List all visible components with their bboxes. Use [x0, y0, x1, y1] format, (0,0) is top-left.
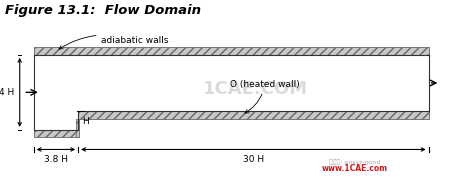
- Text: www.1CAE.com: www.1CAE.com: [322, 164, 388, 173]
- Bar: [78, 111, 429, 119]
- Bar: [76, 119, 79, 137]
- Text: H: H: [82, 117, 88, 126]
- Bar: [34, 130, 78, 137]
- Text: adiabatic walls: adiabatic walls: [59, 35, 169, 49]
- Text: 3.8 H: 3.8 H: [44, 155, 68, 164]
- Text: 公众号: ansys-good: 公众号: ansys-good: [329, 160, 381, 165]
- Text: Ȯ (heated wall): Ȯ (heated wall): [230, 80, 300, 113]
- Text: 1CAE.COM: 1CAE.COM: [203, 80, 308, 98]
- Text: 4 H: 4 H: [0, 88, 14, 97]
- Text: Figure 13.1:  Flow Domain: Figure 13.1: Flow Domain: [5, 4, 201, 17]
- Text: 30 H: 30 H: [243, 155, 264, 164]
- Bar: [34, 47, 429, 55]
